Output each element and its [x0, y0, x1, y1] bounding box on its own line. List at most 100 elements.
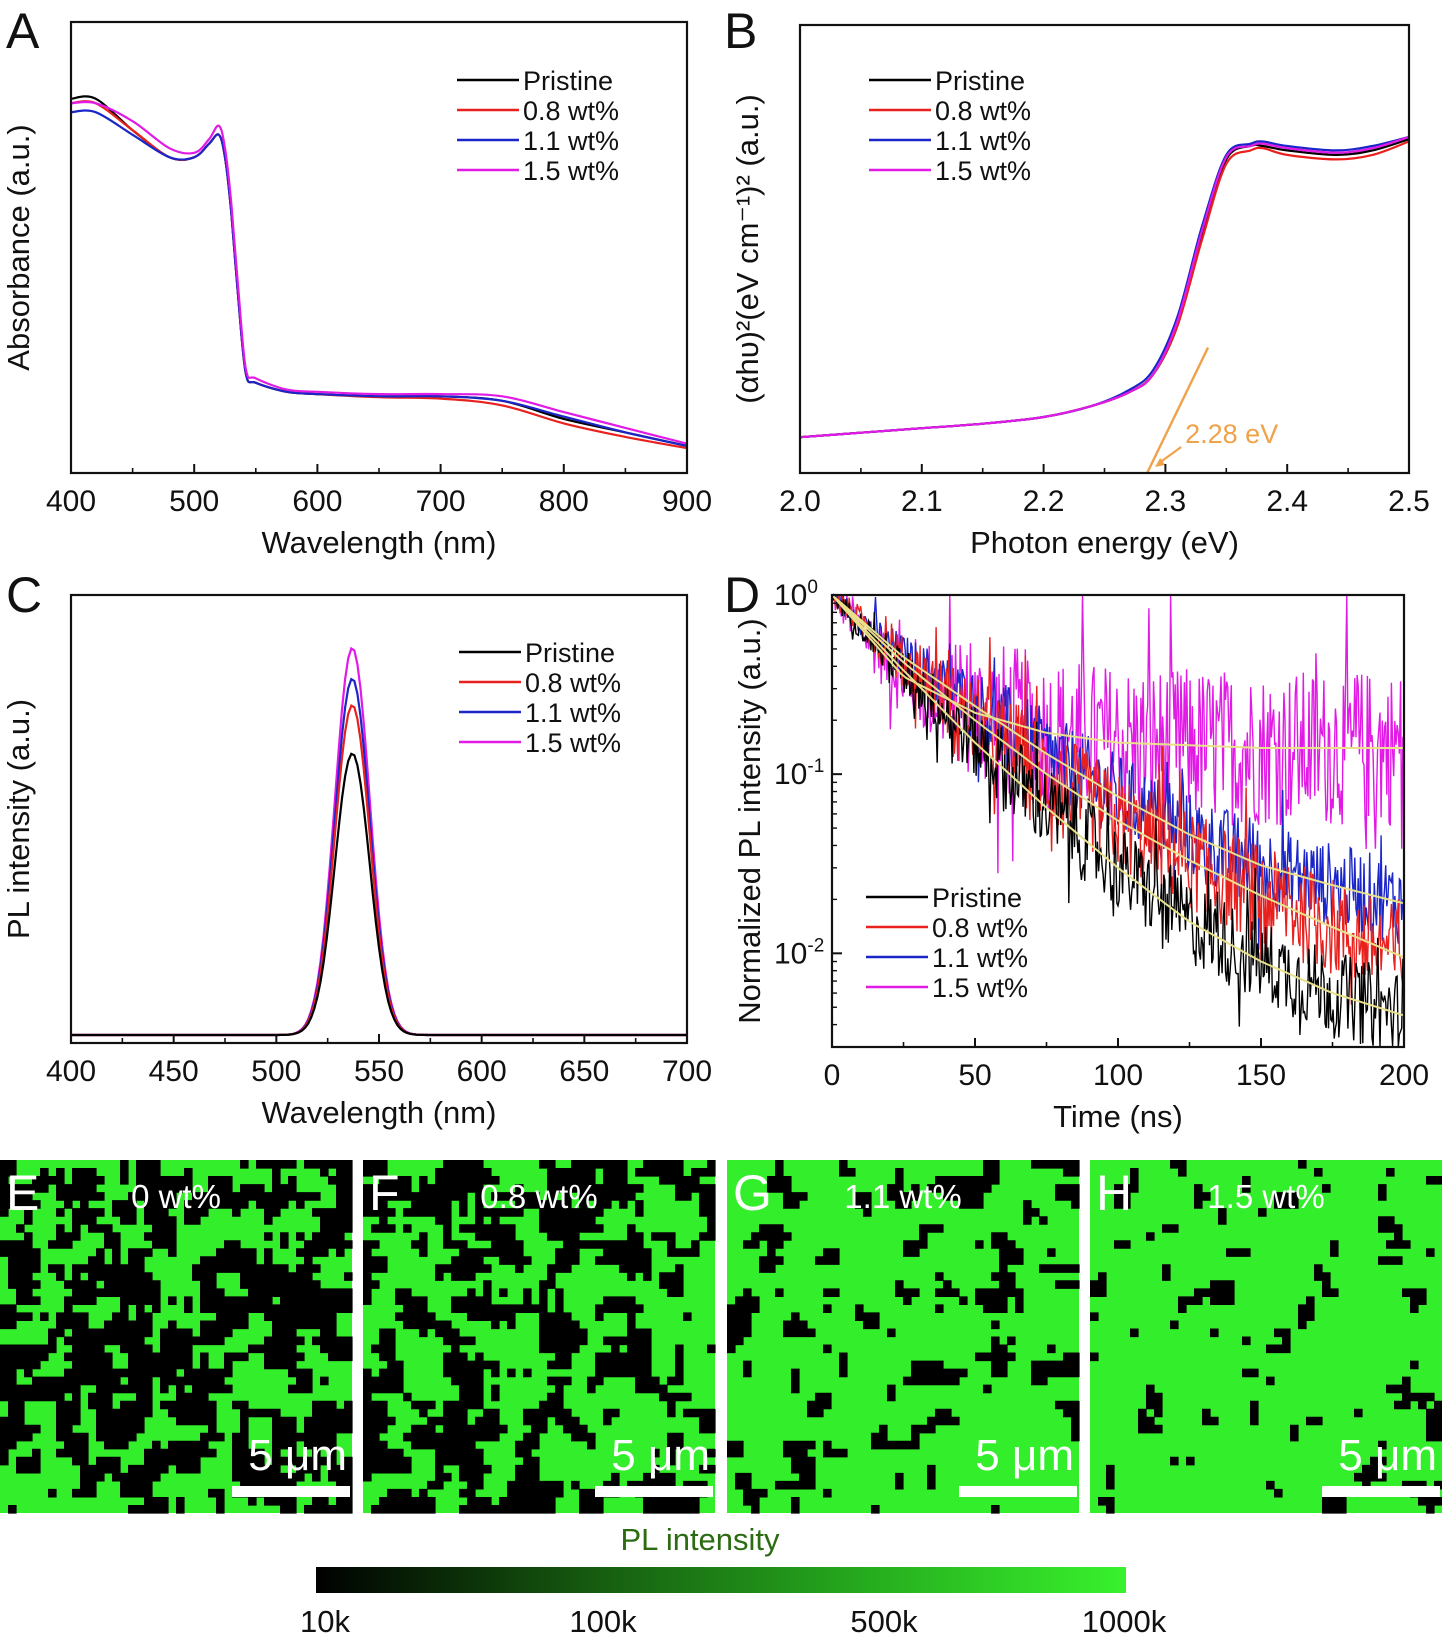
series-trace-0-8-wt-d: [831, 594, 1404, 1047]
panel-letter-f: F: [369, 1165, 400, 1221]
x-tick-label-b: 2.4: [1266, 485, 1308, 518]
x-tick-label-c: 650: [559, 1055, 609, 1088]
pl-map-dark-regions-f: [363, 1160, 716, 1514]
legend-label-1-5-wt-d: 1.5 wt%: [932, 973, 1028, 1003]
x-tick-label-d: 100: [1093, 1059, 1143, 1092]
pl-map-row: E 0 wt% 5 μm F 0.8 wt% 5 μm G 1.1 wt% 5 μm H 1.5 w…: [0, 1160, 1442, 1514]
legend-label-1-1-wt-a: 1.1 wt%: [523, 126, 619, 156]
legend-label-pristine-b: Pristine: [935, 66, 1025, 96]
series-line-pristine-b: [799, 138, 1410, 439]
x-tick-label-c: 450: [149, 1055, 199, 1088]
pl-map-e: E 0 wt% 5 μm: [0, 1160, 353, 1514]
series-trace-pristine-d: [831, 593, 1404, 1048]
x-tick-label-a: 500: [169, 485, 219, 518]
x-tick-label-a: 400: [46, 485, 96, 518]
panel-letter-c: C: [6, 567, 42, 623]
series-line-1-5-wt-b: [799, 135, 1410, 439]
y-tick-label-d: 100: [774, 577, 818, 612]
chart-panel-a: 400 500 600 700 800 900 Wavelength (nm) Absorba…: [1, 20, 712, 560]
chart-panel-b: 2.28 eV 2.0 2.1 2.2 2.3 2.4 2.5 Photon energy (…: [730, 23, 1430, 560]
legend-label-1-5-wt-c: 1.5 wt%: [525, 728, 621, 758]
colorbar-title: PL intensity: [620, 1522, 780, 1557]
pl-map-label-e: 0 wt%: [131, 1178, 221, 1215]
x-tick-label-a: 800: [539, 485, 589, 518]
legend-label-pristine-c: Pristine: [525, 638, 615, 668]
x-axis-label-a: Wavelength (nm): [262, 525, 497, 560]
x-tick-label-a: 600: [292, 485, 342, 518]
scale-bar-text-h: 5 μm: [1338, 1431, 1437, 1480]
legend-label-1-1-wt-b: 1.1 wt%: [935, 126, 1031, 156]
chart-panel-c: 400 450 500 550 600 650 700 Wavelength (nm) PL i…: [1, 593, 712, 1130]
pl-map-g: G 1.1 wt% 5 μm: [727, 1160, 1080, 1514]
y-axis-label-a: Absorbance (a.u.): [1, 124, 36, 370]
pl-map-dark-regions-h: [1090, 1160, 1442, 1514]
scale-bar-text-e: 5 μm: [248, 1431, 347, 1480]
legend-label-0-8-wt-a: 0.8 wt%: [523, 96, 619, 126]
scale-bar-h: [1322, 1486, 1440, 1497]
annotation-arrowhead: [1155, 458, 1166, 467]
colorbar-tick-500k: 500k: [850, 1604, 918, 1637]
x-axis-label-b: Photon energy (eV): [970, 525, 1239, 560]
x-tick-label-d: 200: [1379, 1059, 1429, 1092]
scale-bar-text-g: 5 μm: [975, 1431, 1074, 1480]
colorbar: PL intensity 10k 100k 500k 1000k: [300, 1522, 1167, 1637]
scale-bar-text-f: 5 μm: [611, 1431, 710, 1480]
panel-letter-h: H: [1096, 1165, 1132, 1221]
panel-letter-a: A: [6, 3, 40, 59]
legend-label-1-5-wt-a: 1.5 wt%: [523, 156, 619, 186]
y-axis-label-c: PL intensity (a.u.): [1, 699, 36, 939]
panel-letter-b: B: [724, 3, 757, 59]
x-tick-label-a: 700: [416, 485, 466, 518]
pl-map-h: H 1.5 wt% 5 μm: [1090, 1160, 1442, 1514]
tangent-line: [1146, 347, 1210, 474]
y-tick-label-d: 10-2: [774, 935, 824, 970]
x-tick-label-c: 700: [662, 1055, 712, 1088]
fit-curve-1-1-wt-d: [831, 594, 1405, 905]
x-tick-label-d: 50: [958, 1059, 991, 1092]
chart-panel-d: 0 50 100 150 200 Time (ns) 100 10-1 10-2Normaliz…: [732, 577, 1429, 1134]
colorbar-tick-1000k: 1000k: [1082, 1604, 1167, 1637]
series-line-pristine-c: [71, 752, 687, 1037]
fit-curve-0-8-wt-d: [831, 594, 1405, 959]
colorbar-tick-100k: 100k: [569, 1604, 637, 1637]
colorbar-tick-10k: 10k: [300, 1604, 350, 1637]
pl-map-label-h: 1.5 wt%: [1207, 1178, 1324, 1215]
panel-letter-d: D: [724, 567, 760, 623]
bandgap-annotation: 2.28 eV: [1185, 419, 1278, 449]
scale-bar-e: [232, 1486, 350, 1497]
series-line-0-8-wt-b: [799, 140, 1410, 439]
series-line-1-5-wt-a: [70, 100, 688, 445]
x-tick-label-b: 2.0: [779, 485, 821, 518]
x-tick-label-d: 0: [824, 1059, 841, 1092]
legend-label-pristine-d: Pristine: [932, 883, 1022, 913]
legend-label-pristine-a: Pristine: [523, 66, 613, 96]
legend-label-0-8-wt-b: 0.8 wt%: [935, 96, 1031, 126]
colorbar-gradient: [316, 1567, 1126, 1593]
legend-label-1-5-wt-b: 1.5 wt%: [935, 156, 1031, 186]
x-tick-label-c: 600: [457, 1055, 507, 1088]
fit-curve-pristine-d: [831, 594, 1405, 1017]
pl-map-dark-regions-e: [0, 1160, 353, 1514]
legend-label-1-1-wt-d: 1.1 wt%: [932, 943, 1028, 973]
panel-letter-e: E: [6, 1165, 39, 1221]
pl-map-f: F 0.8 wt% 5 μm: [363, 1160, 716, 1514]
plot-frame-b: [798, 23, 1411, 475]
x-tick-label-b: 2.5: [1388, 485, 1430, 518]
panel-letter-g: G: [733, 1165, 772, 1221]
series-line-1-1-wt-b: [799, 135, 1410, 439]
x-tick-label-b: 2.3: [1145, 485, 1187, 518]
x-tick-label-b: 2.1: [901, 485, 943, 518]
y-axis-label-b: (αhυ)²(eV cm⁻¹)² (a.u.): [730, 94, 765, 404]
x-tick-label-c: 500: [251, 1055, 301, 1088]
x-tick-label-a: 900: [662, 485, 712, 518]
x-tick-label-c: 400: [46, 1055, 96, 1088]
x-axis-label-c: Wavelength (nm): [262, 1095, 497, 1130]
x-axis-label-d: Time (ns): [1053, 1099, 1183, 1134]
scale-bar-g: [959, 1486, 1077, 1497]
fit-curve-1-5-wt-d: [831, 594, 1404, 749]
y-tick-label-d: 10-1: [774, 756, 824, 791]
annotation-arrow: [1158, 446, 1182, 464]
pl-map-label-f: 0.8 wt%: [480, 1178, 597, 1215]
x-tick-label-d: 150: [1236, 1059, 1286, 1092]
